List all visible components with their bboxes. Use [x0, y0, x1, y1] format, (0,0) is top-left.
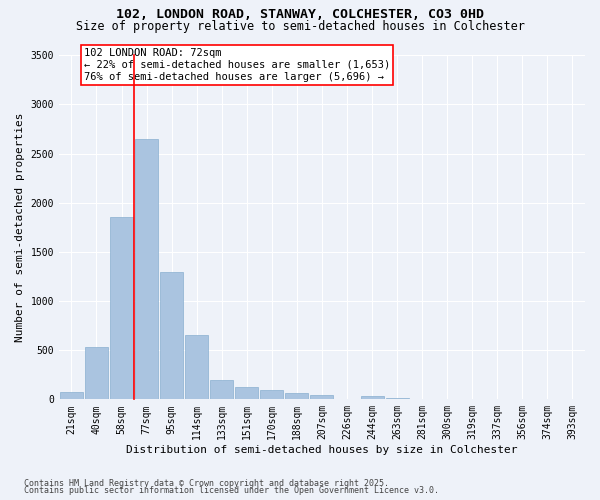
Bar	[85, 347, 108, 400]
Bar	[286, 394, 308, 400]
Text: Contains public sector information licensed under the Open Government Licence v3: Contains public sector information licen…	[24, 486, 439, 495]
Text: Size of property relative to semi-detached houses in Colchester: Size of property relative to semi-detach…	[76, 20, 524, 33]
Text: 102, LONDON ROAD, STANWAY, COLCHESTER, CO3 0HD: 102, LONDON ROAD, STANWAY, COLCHESTER, C…	[116, 8, 484, 20]
Bar	[110, 218, 133, 400]
Bar	[386, 398, 409, 400]
Text: 102 LONDON ROAD: 72sqm
← 22% of semi-detached houses are smaller (1,653)
76% of : 102 LONDON ROAD: 72sqm ← 22% of semi-det…	[84, 48, 390, 82]
Bar	[361, 396, 383, 400]
Bar	[310, 396, 334, 400]
Bar	[235, 386, 259, 400]
Bar	[60, 392, 83, 400]
Y-axis label: Number of semi-detached properties: Number of semi-detached properties	[15, 112, 25, 342]
Text: Contains HM Land Registry data © Crown copyright and database right 2025.: Contains HM Land Registry data © Crown c…	[24, 478, 389, 488]
Bar	[185, 336, 208, 400]
Bar	[260, 390, 283, 400]
Bar	[135, 139, 158, 400]
X-axis label: Distribution of semi-detached houses by size in Colchester: Distribution of semi-detached houses by …	[126, 445, 518, 455]
Bar	[160, 272, 183, 400]
Bar	[210, 380, 233, 400]
